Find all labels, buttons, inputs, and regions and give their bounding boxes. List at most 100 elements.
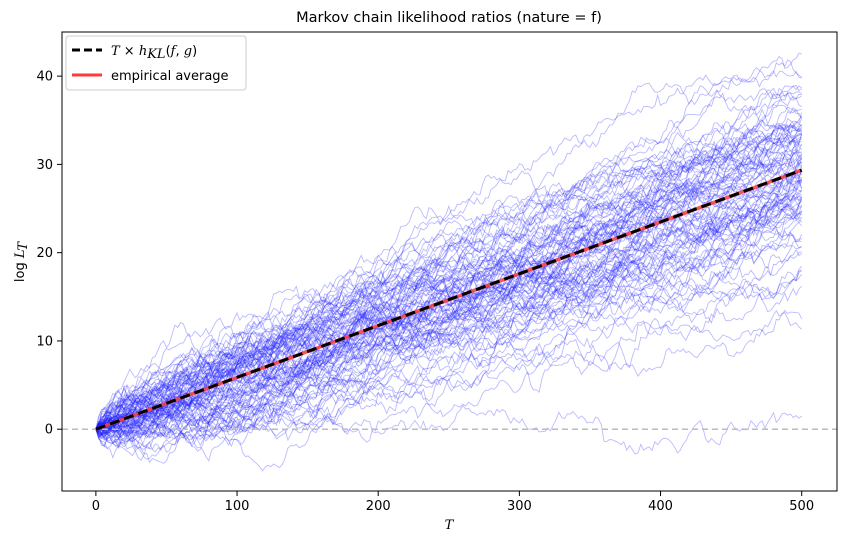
simulated-path [95, 199, 802, 439]
simulated-path [95, 131, 803, 430]
simulated-path [95, 122, 802, 447]
simulated-path [95, 182, 802, 430]
x-tick-label: 400 [648, 499, 673, 514]
simulated-path [95, 196, 802, 450]
simulated-path [95, 106, 802, 430]
simulated-path [95, 196, 802, 434]
x-axis-ticks: 0 100 200 300 400 500 [92, 491, 814, 514]
simulated-path [95, 309, 803, 443]
simulated-path [95, 117, 803, 430]
simulated-path [95, 140, 802, 443]
simulated-path [95, 200, 803, 430]
simulated-path [95, 161, 802, 441]
simulated-path [95, 178, 803, 430]
x-tick-label: 300 [507, 499, 532, 514]
theory-line [95, 168, 803, 431]
simulated-path [95, 143, 803, 430]
chart-title: Markov chain likelihood ratios (nature =… [296, 10, 602, 26]
simulated-path [95, 212, 802, 443]
simulated-path [95, 91, 802, 436]
simulated-path [95, 165, 803, 430]
legend-label-average: empirical average [111, 69, 229, 84]
simulated-path [95, 156, 803, 437]
simulated-path [95, 311, 802, 460]
simulated-path [95, 273, 803, 430]
simulated-path [95, 155, 803, 434]
simulated-path [95, 207, 802, 461]
simulated-path [95, 158, 802, 433]
simulated-path [95, 133, 803, 430]
simulated-path [95, 84, 802, 430]
simulated-path [95, 199, 803, 430]
x-axis-label: T [445, 518, 455, 533]
simulated-path [95, 137, 803, 436]
simulated-path [95, 59, 802, 431]
simulated-path [95, 167, 802, 449]
y-tick-label: 20 [36, 246, 53, 261]
simulated-path [95, 269, 803, 472]
legend-box [65, 35, 247, 91]
simulated-path [95, 116, 803, 430]
simulated-path [95, 138, 803, 437]
simulated-path [95, 171, 802, 439]
simulated-path [95, 265, 803, 430]
simulated-path [95, 270, 802, 442]
y-tick-label: 40 [36, 70, 53, 85]
simulated-path [95, 92, 802, 433]
x-tick-label: 200 [366, 499, 391, 514]
plot-background [62, 32, 837, 491]
simulated-path [95, 151, 802, 441]
simulated-path [95, 210, 803, 435]
simulated-path [95, 196, 803, 436]
simulated-path [95, 201, 803, 447]
simulated-path [95, 198, 803, 430]
simulated-path [95, 133, 802, 430]
simulated-path [95, 205, 803, 430]
simulated-path [95, 152, 802, 438]
simulated-path [95, 172, 803, 462]
plot-frame [61, 31, 838, 492]
simulated-path [95, 179, 802, 431]
simulated-paths [95, 52, 803, 472]
simulated-path [95, 112, 803, 430]
y-tick-label: 0 [45, 423, 53, 438]
simulated-path [95, 136, 802, 438]
simulated-path [95, 70, 802, 430]
simulated-path [95, 228, 802, 430]
simulated-path [95, 85, 802, 430]
plot-area [61, 31, 838, 492]
simulated-path [95, 123, 803, 430]
simulated-path [95, 195, 803, 432]
simulated-path [95, 179, 802, 430]
legend-label-theory: T × hKL(f, g) [111, 44, 197, 62]
simulated-path [95, 251, 802, 430]
simulated-path [95, 103, 802, 459]
simulated-path [95, 92, 802, 450]
simulated-path [95, 210, 802, 434]
y-axis-label: log LT [13, 241, 31, 283]
simulated-path [95, 52, 802, 430]
simulated-path [95, 210, 802, 431]
simulated-path [95, 150, 803, 432]
simulated-path [95, 106, 803, 430]
simulated-path [95, 196, 803, 447]
simulated-path [95, 394, 802, 455]
simulated-path [95, 192, 803, 438]
simulated-path [95, 180, 803, 440]
simulated-path [95, 180, 803, 440]
simulated-path [95, 131, 803, 431]
simulated-path [95, 166, 803, 430]
simulated-path [95, 187, 803, 436]
simulated-path [95, 132, 802, 430]
simulated-path [95, 119, 802, 430]
simulated-path [95, 189, 803, 431]
y-tick-label: 10 [36, 334, 53, 349]
simulated-path [95, 87, 802, 430]
simulated-path [95, 126, 803, 452]
simulated-path [95, 257, 803, 430]
y-axis-ticks: 0 10 20 30 40 [36, 70, 62, 438]
simulated-path [95, 123, 802, 430]
simulated-path [95, 151, 802, 431]
x-tick-label: 500 [789, 499, 814, 514]
